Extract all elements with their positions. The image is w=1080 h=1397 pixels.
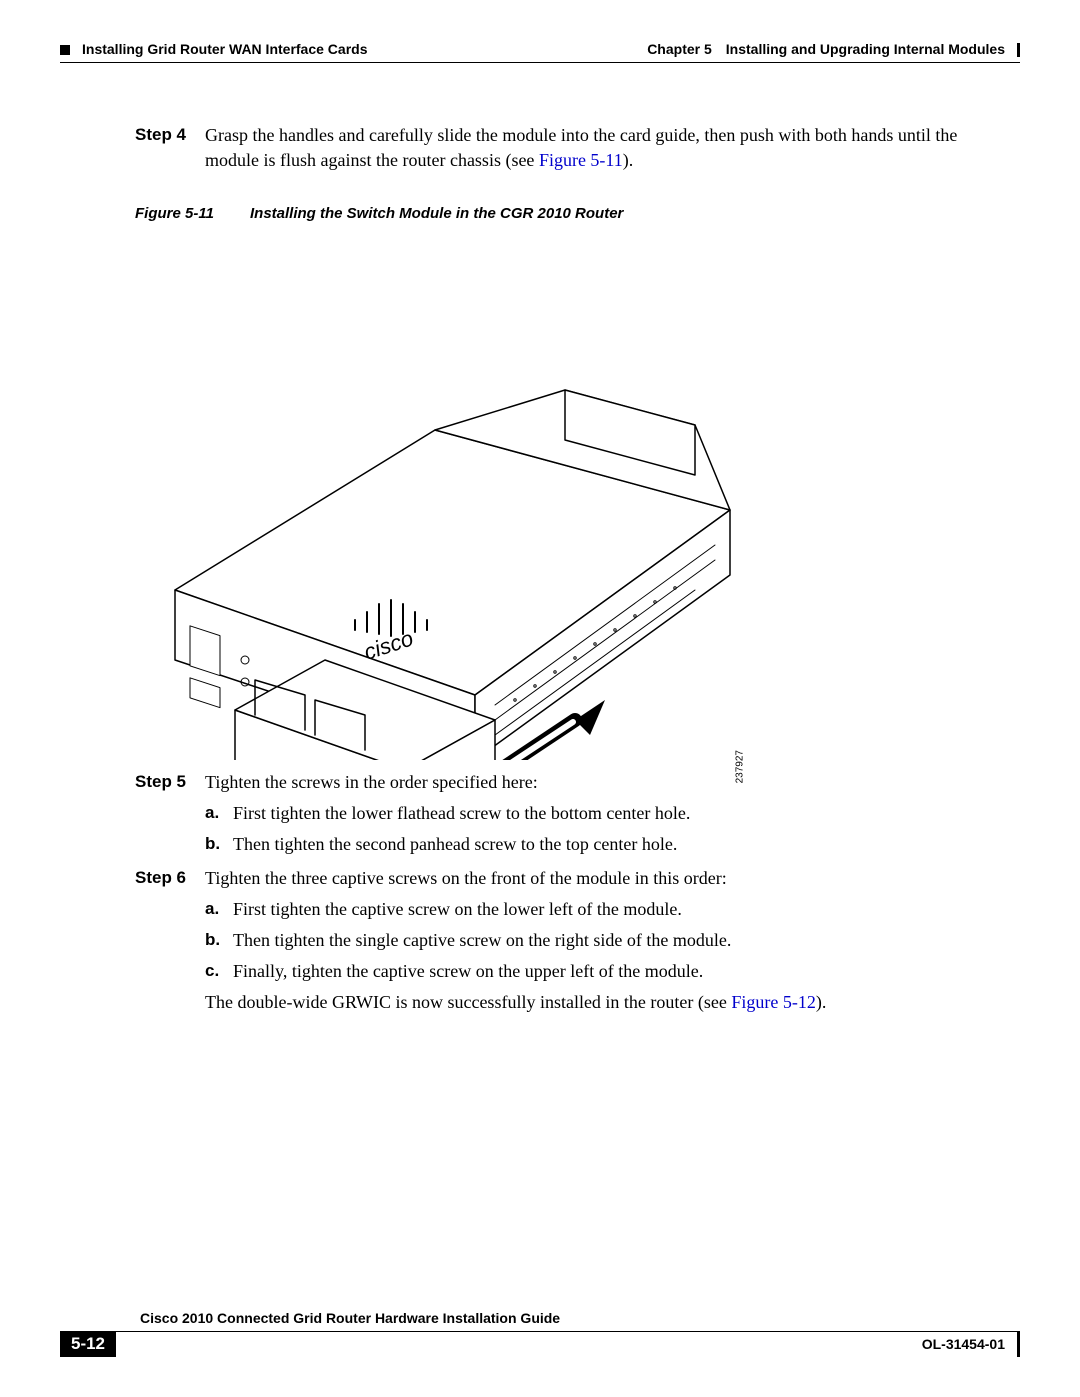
step-label: Step 5 (135, 770, 205, 858)
footer-bar: 5-12 OL-31454-01 (60, 1331, 1020, 1357)
header-left: Installing Grid Router WAN Interface Car… (60, 40, 368, 60)
trail-text: The double-wide GRWIC is now successfull… (205, 992, 731, 1012)
header-right: Chapter 5 Installing and Upgrading Inter… (647, 40, 1020, 60)
figure-side-number: 237927 (733, 750, 747, 783)
sub-item: b. Then tighten the single captive screw… (205, 928, 1010, 953)
step-text: Tighten the screws in the order specifie… (205, 772, 538, 792)
sub-letter: c. (205, 959, 233, 984)
figure-title: Installing the Switch Module in the CGR … (250, 205, 623, 222)
section-title: Installing Grid Router WAN Interface Car… (82, 40, 368, 60)
sub-text: Then tighten the second panhead screw to… (233, 832, 1010, 857)
sub-item: b. Then tighten the second panhead screw… (205, 832, 1010, 857)
sub-item: a. First tighten the captive screw on th… (205, 897, 1010, 922)
header-rule (60, 62, 1020, 63)
figure-image: cisco (135, 230, 745, 760)
sub-letter: b. (205, 832, 233, 857)
sub-text: Then tighten the single captive screw on… (233, 928, 1010, 953)
figure-number: Figure 5-11 (135, 203, 250, 224)
content-area: Step 4 Grasp the handles and carefully s… (135, 123, 1010, 1016)
step-5: Step 5 Tighten the screws in the order s… (135, 770, 1010, 858)
sub-list: a. First tighten the captive screw on th… (205, 897, 1010, 985)
sub-item: c. Finally, tighten the captive screw on… (205, 959, 1010, 984)
sub-list: a. First tighten the lower flathead scre… (205, 801, 1010, 857)
figure-link[interactable]: Figure 5-11 (539, 150, 623, 170)
step-body: Grasp the handles and carefully slide th… (205, 123, 1010, 173)
step-body: Tighten the screws in the order specifie… (205, 770, 1010, 858)
step-text: Tighten the three captive screws on the … (205, 868, 727, 888)
decor-square-icon (60, 45, 70, 55)
chapter-label: Chapter 5 (647, 40, 712, 60)
sub-letter: a. (205, 801, 233, 826)
sub-letter: a. (205, 897, 233, 922)
trail-text-tail: ). (816, 992, 827, 1012)
step-label: Step 4 (135, 123, 205, 173)
sub-text: Finally, tighten the captive screw on th… (233, 959, 1010, 984)
step-4: Step 4 Grasp the handles and carefully s… (135, 123, 1010, 173)
sub-letter: b. (205, 928, 233, 953)
footer-line: OL-31454-01 (116, 1331, 1017, 1357)
figure-link[interactable]: Figure 5-12 (731, 992, 816, 1012)
figure-caption: Figure 5-11Installing the Switch Module … (135, 203, 1010, 224)
step-6: Step 6 Tighten the three captive screws … (135, 866, 1010, 1016)
step-label: Step 6 (135, 866, 205, 1016)
step-body: Tighten the three captive screws on the … (205, 866, 1010, 1016)
chapter-title: Installing and Upgrading Internal Module… (726, 40, 1005, 60)
decor-bar-icon (1017, 1331, 1020, 1357)
decor-bar-icon (1017, 43, 1020, 57)
page-footer: Cisco 2010 Connected Grid Router Hardwar… (60, 1309, 1020, 1357)
step-trailing: The double-wide GRWIC is now successfull… (205, 990, 1010, 1015)
page: Installing Grid Router WAN Interface Car… (0, 0, 1080, 1397)
doc-id: OL-31454-01 (922, 1335, 1005, 1355)
page-number: 5-12 (60, 1331, 116, 1357)
sub-text: First tighten the lower flathead screw t… (233, 801, 1010, 826)
sub-text: First tighten the captive screw on the l… (233, 897, 1010, 922)
page-header: Installing Grid Router WAN Interface Car… (60, 40, 1020, 60)
footer-guide-title: Cisco 2010 Connected Grid Router Hardwar… (140, 1309, 1020, 1329)
sub-item: a. First tighten the lower flathead scre… (205, 801, 1010, 826)
step-text-tail: ). (623, 150, 634, 170)
